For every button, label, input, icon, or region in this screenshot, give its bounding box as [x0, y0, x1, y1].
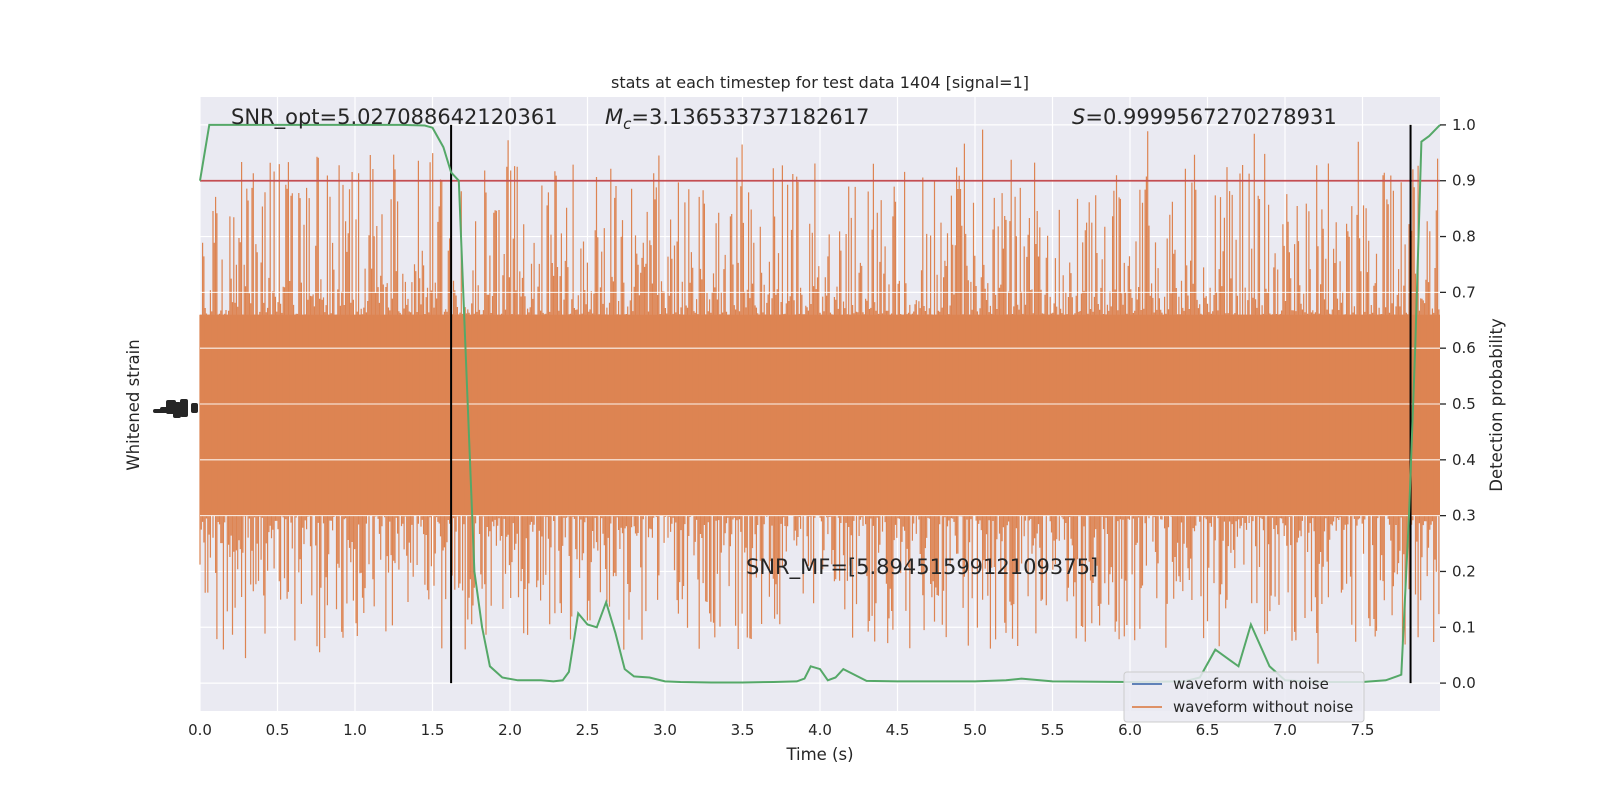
s-symbol: S [1072, 105, 1085, 129]
legend-box [1123, 671, 1365, 723]
left-tick-blob-3 [173, 402, 181, 418]
y-tick-label-0: 0.0 [1452, 674, 1476, 692]
x-tick-label-7: 3.5 [731, 721, 755, 739]
legend-label-waveform-with-noise: waveform with noise [1173, 675, 1329, 693]
x-axis-ticks: 0.0 0.5 1.0 1.5 2.0 2.5 3.0 3.5 4.0 4.5 5.0 5.5 6.0 6… [188, 721, 1374, 739]
chirp-mass-symbol: M [605, 105, 623, 129]
y-tick-label-5: 0.5 [1452, 395, 1476, 413]
y-tick-label-7: 0.7 [1452, 283, 1476, 301]
x-tick-label-10: 5.0 [963, 721, 987, 739]
y-tick-label-2: 0.2 [1452, 562, 1476, 580]
x-tick-label-11: 5.5 [1041, 721, 1065, 739]
x-tick-label-5: 2.5 [576, 721, 600, 739]
x-tick-label-12: 6.0 [1118, 721, 1142, 739]
x-tick-label-4: 2.0 [498, 721, 522, 739]
right-axis-label: Detection probability [1487, 318, 1506, 492]
left-axis-tick-glyphs [153, 399, 198, 418]
x-tick-label-0: 0.0 [188, 721, 212, 739]
s-value: =0.9999567270278931 [1085, 105, 1336, 129]
left-axis-label: Whitened strain [124, 339, 143, 470]
x-tick-label-6: 3.0 [653, 721, 677, 739]
x-tick-label-1: 0.5 [266, 721, 290, 739]
x-tick-label-13: 6.5 [1196, 721, 1220, 739]
chirp-mass-subscript: c [623, 115, 632, 133]
strain-spikes [199, 129, 1440, 664]
y-tick-label-1: 0.1 [1452, 618, 1476, 636]
y-tick-label-10: 1.0 [1452, 116, 1476, 134]
snr-mf-annotation: SNR_MF=[5.8945159912109375] [746, 555, 1098, 580]
legend: waveform with noise waveform without noi… [1123, 671, 1365, 723]
left-tick-blob-5 [191, 403, 198, 413]
right-axis-ticks: 0.0 0.1 0.2 0.3 0.4 0.5 0.6 0.7 0.8 0.9 1.0 [1440, 116, 1476, 692]
y-tick-label-6: 0.6 [1452, 339, 1476, 357]
s-annotation: S=0.9999567270278931 [1072, 105, 1337, 129]
x-tick-label-3: 1.5 [421, 721, 445, 739]
x-tick-label-2: 1.0 [343, 721, 367, 739]
y-tick-label-9: 0.9 [1452, 172, 1476, 190]
y-tick-label-4: 0.4 [1452, 451, 1476, 469]
left-tick-blob-4 [180, 399, 188, 417]
x-axis-label: Time (s) [785, 745, 853, 764]
chirp-mass-value: =3.136533737182617 [631, 105, 869, 129]
x-tick-label-14: 7.0 [1273, 721, 1297, 739]
snr-opt-annotation: SNR_opt=5.027088642120361 [231, 105, 558, 130]
legend-label-waveform-without-noise: waveform without noise [1173, 698, 1353, 716]
x-tick-label-9: 4.5 [886, 721, 910, 739]
chart-title: stats at each timestep for test data 140… [611, 73, 1029, 92]
x-tick-label-15: 7.5 [1351, 721, 1375, 739]
detection-probability-line [199, 123, 1441, 684]
y-tick-label-8: 0.8 [1452, 228, 1476, 246]
vertical-markers [450, 124, 1412, 684]
x-tick-label-8: 4.0 [808, 721, 832, 739]
waveform-without-noise-series [199, 129, 1440, 664]
chirp-mass-annotation: Mc=3.136533737182617 [605, 105, 869, 133]
y-tick-label-3: 0.3 [1452, 507, 1476, 525]
